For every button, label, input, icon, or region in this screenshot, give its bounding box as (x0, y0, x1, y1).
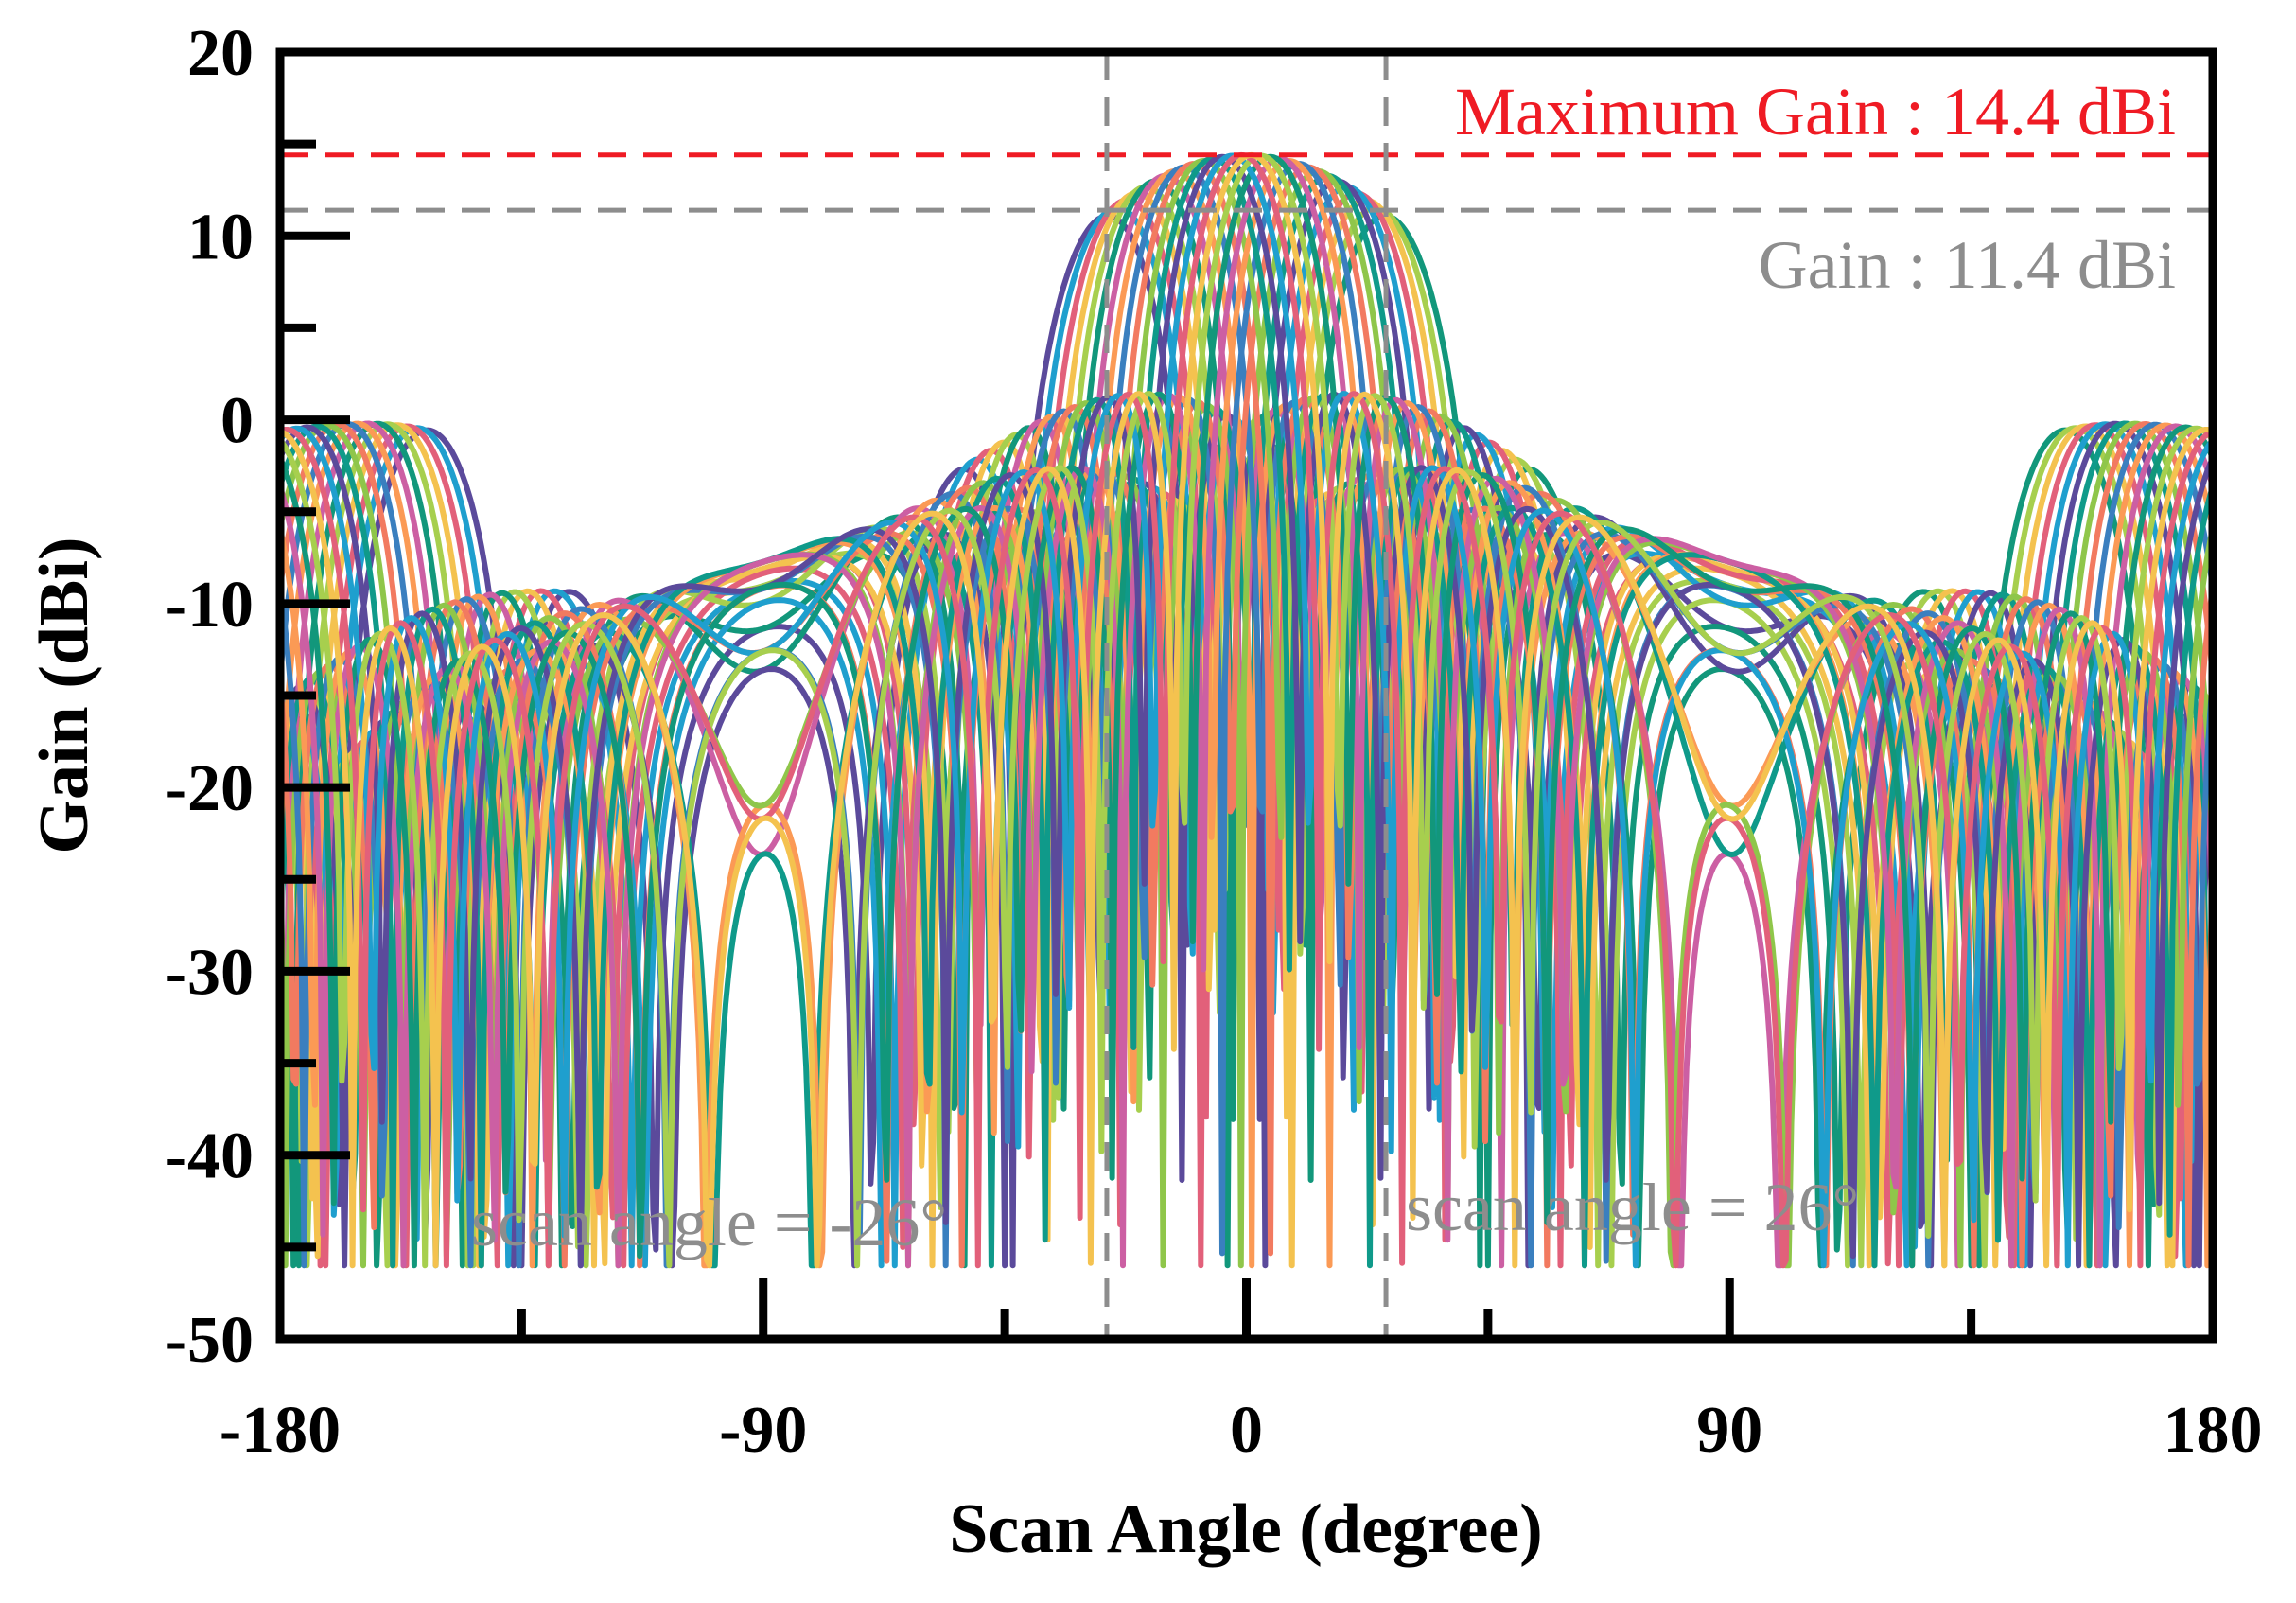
gain-curve-17 (280, 152, 2213, 1269)
annotation-max-gain: Maximum Gain : 14.4 dBi (1455, 74, 2176, 150)
y-tick-label: -30 (166, 936, 254, 1009)
x-axis-title: Scan Angle (degree) (949, 1490, 1543, 1568)
tick-label-layer: -180 -90 0 90 180 20 10 0 -10 -20 -30 -40 -50 (166, 17, 2263, 1467)
annotation-scan-angle-neg: scan angle = -26° (471, 1185, 947, 1260)
x-tick-label: -180 (219, 1394, 341, 1467)
x-tick-label: 90 (1696, 1394, 1762, 1467)
y-tick-label: 0 (220, 385, 254, 458)
series-layer (280, 151, 2213, 1269)
y-tick-label: -10 (166, 569, 254, 642)
y-tick-label: -20 (166, 752, 254, 825)
y-tick-label: -50 (166, 1304, 254, 1377)
reference-layer (280, 52, 2213, 1339)
y-axis-title: Gain (dBi) (26, 537, 103, 854)
plot-frame (275, 47, 2217, 1344)
x-tick-label: 180 (2164, 1394, 2263, 1467)
y-tick-label: 20 (187, 17, 254, 90)
annotation-scan-angle-pos: scan angle = 26° (1406, 1170, 1859, 1245)
x-tick-label: 0 (1230, 1394, 1263, 1467)
x-tick-label: -90 (719, 1394, 807, 1467)
gain-curve-18 (280, 153, 2213, 1269)
y-tick-label: 10 (187, 201, 254, 273)
y-tick-label: -40 (166, 1120, 254, 1193)
annotation-gain: Gain : 11.4 dBi (1759, 227, 2176, 303)
